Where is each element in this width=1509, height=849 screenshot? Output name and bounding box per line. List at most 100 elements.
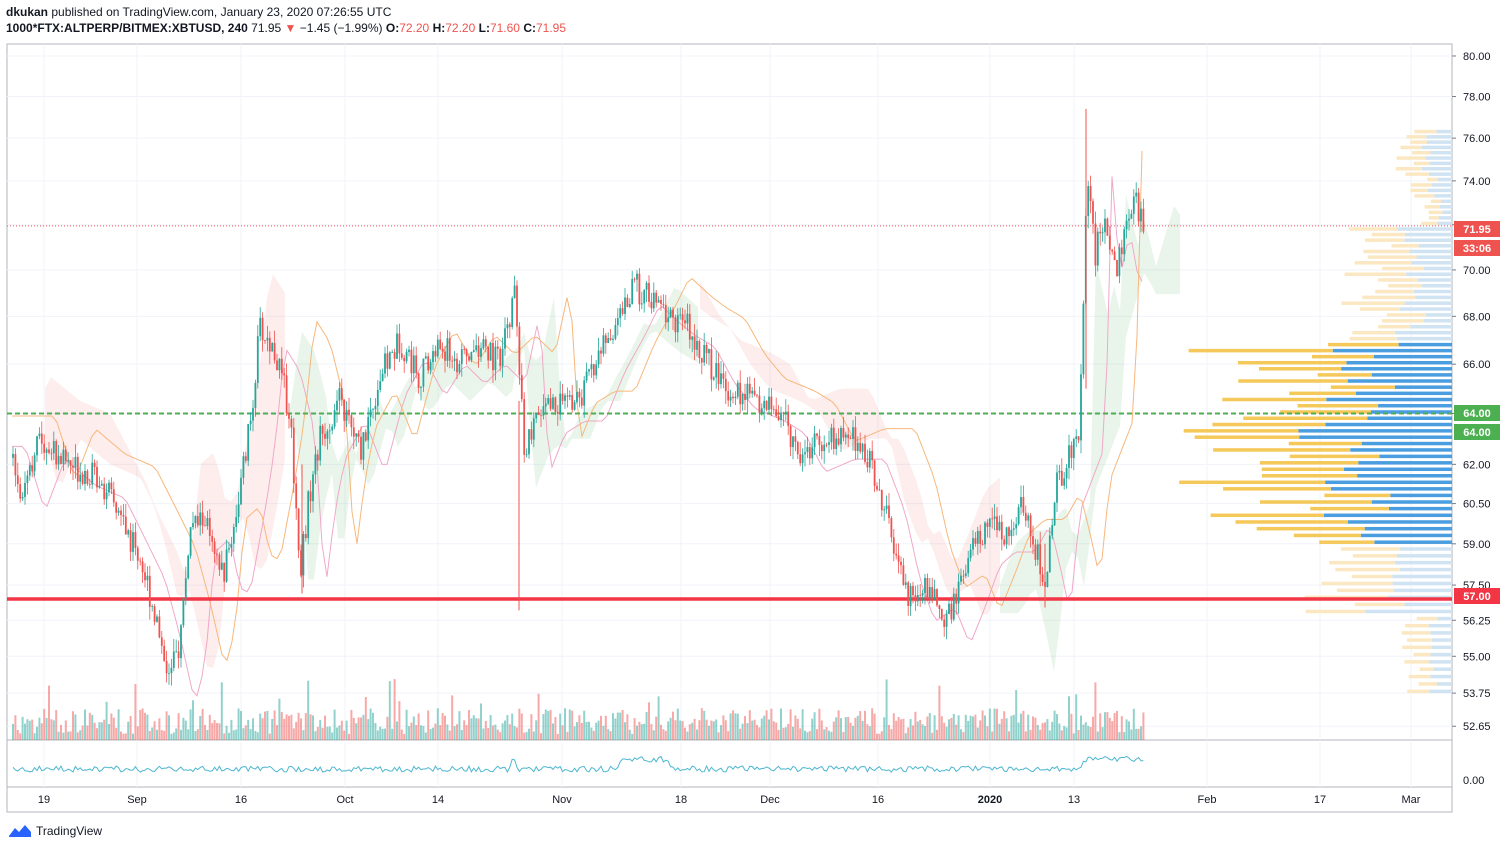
candle-body [957, 581, 960, 604]
volume-bar [900, 719, 902, 740]
candle-body [1063, 478, 1066, 486]
volume-profile-buy [1425, 156, 1452, 160]
volume-bar [760, 718, 763, 740]
volume-bar [823, 729, 826, 740]
candle-body [513, 285, 516, 299]
candle-body [336, 400, 338, 411]
candle-body [907, 582, 910, 606]
volume-bar [218, 723, 221, 740]
candle-body [700, 358, 703, 363]
candle-body [242, 456, 245, 478]
candle-body [141, 561, 144, 573]
candle-body [744, 393, 746, 400]
volume-bar [765, 710, 768, 740]
candle-body [794, 436, 797, 442]
volume-bar [309, 714, 312, 740]
volume-bar [477, 718, 480, 740]
volume-bar [326, 726, 329, 740]
volume-bar [945, 726, 948, 740]
volume-bar [26, 719, 29, 740]
candle-body [1077, 436, 1080, 441]
volume-profile-buy [1361, 441, 1452, 446]
candle-body [122, 515, 125, 517]
volume-profile-buy [1436, 129, 1452, 134]
volume-bar [475, 718, 478, 740]
volume-profile-buy [1394, 330, 1452, 335]
candle-body [1010, 529, 1013, 537]
candle-body [993, 516, 996, 519]
volume-bar [722, 715, 725, 740]
volume-bar [1015, 690, 1018, 740]
candle-body [177, 651, 180, 659]
volume-bar [828, 730, 830, 740]
candle-body [211, 536, 214, 542]
volume-profile-buy [1430, 150, 1452, 155]
candle-body [1027, 515, 1030, 521]
volume-profile-buy [1394, 560, 1452, 565]
candle-body [429, 362, 432, 371]
volume-bar [177, 713, 180, 740]
candle-body [708, 349, 710, 354]
volume-bar [235, 729, 238, 740]
volume-bar [952, 713, 955, 740]
volume-profile-buy [1416, 255, 1452, 259]
volume-bar [504, 720, 506, 740]
candle-body [240, 477, 242, 505]
candle-body [585, 371, 588, 381]
volume-bars [12, 679, 1145, 740]
volume-bar [712, 721, 715, 740]
candle-body [340, 388, 343, 400]
candle-body [626, 297, 629, 308]
volume-profile-buy [1347, 379, 1452, 383]
price-label-text: 57.00 [1463, 591, 1491, 603]
volume-profile-sell [1329, 560, 1395, 565]
volume-bar [621, 710, 624, 740]
volume-profile-buy [1438, 216, 1452, 220]
candle-body [148, 575, 151, 607]
volume-bar [602, 725, 605, 740]
volume-bar [741, 723, 744, 740]
volume-bar [381, 728, 384, 740]
candle-body [868, 450, 871, 468]
volume-profile-buy [1346, 360, 1452, 365]
author-name[interactable]: dkukan [6, 5, 49, 19]
price-label-badge [1454, 424, 1500, 440]
candle-body [693, 336, 696, 350]
candle-body [784, 411, 787, 414]
volume-bar [938, 685, 941, 740]
volume-bar [1135, 728, 1138, 740]
volume-bar [739, 728, 742, 740]
symbol-name[interactable]: 1000*FTX:ALTPERP/BITMEX:XBTUSD, 240 [6, 21, 248, 35]
volume-profile-buy [1394, 385, 1452, 389]
candle-body [256, 336, 259, 383]
time-tick-label: 14 [432, 794, 444, 806]
candle-body [909, 585, 912, 606]
volume-bar [1087, 725, 1090, 740]
candle-body [734, 396, 737, 399]
volume-profile-sell [1428, 210, 1443, 215]
volume-profile-buy [1367, 416, 1452, 420]
volume-bar [501, 723, 504, 740]
volume-bar [247, 719, 250, 740]
volume-bar [1092, 716, 1094, 740]
volume-bar [96, 728, 98, 740]
candle-body [756, 394, 758, 396]
candle-body [609, 338, 612, 340]
volume-profile-sell [1406, 135, 1427, 139]
candle-body [981, 543, 984, 545]
volume-bar [655, 716, 658, 740]
volume-bar [69, 731, 72, 740]
footer-brand[interactable]: TradingView [8, 821, 102, 841]
volume-bar [283, 718, 286, 740]
chart-header: dkukan published on TradingView.com, Jan… [6, 4, 1503, 40]
volume-bar [744, 716, 746, 740]
candle-body [69, 460, 72, 466]
candle-body [595, 364, 598, 376]
volume-bar [1039, 729, 1042, 740]
time-tick-label: Dec [760, 794, 780, 806]
volume-profile-sell [1359, 307, 1400, 311]
volume-bar [16, 729, 19, 740]
volume-profile-buy [1433, 667, 1452, 671]
volume-profile-buy [1397, 227, 1452, 231]
